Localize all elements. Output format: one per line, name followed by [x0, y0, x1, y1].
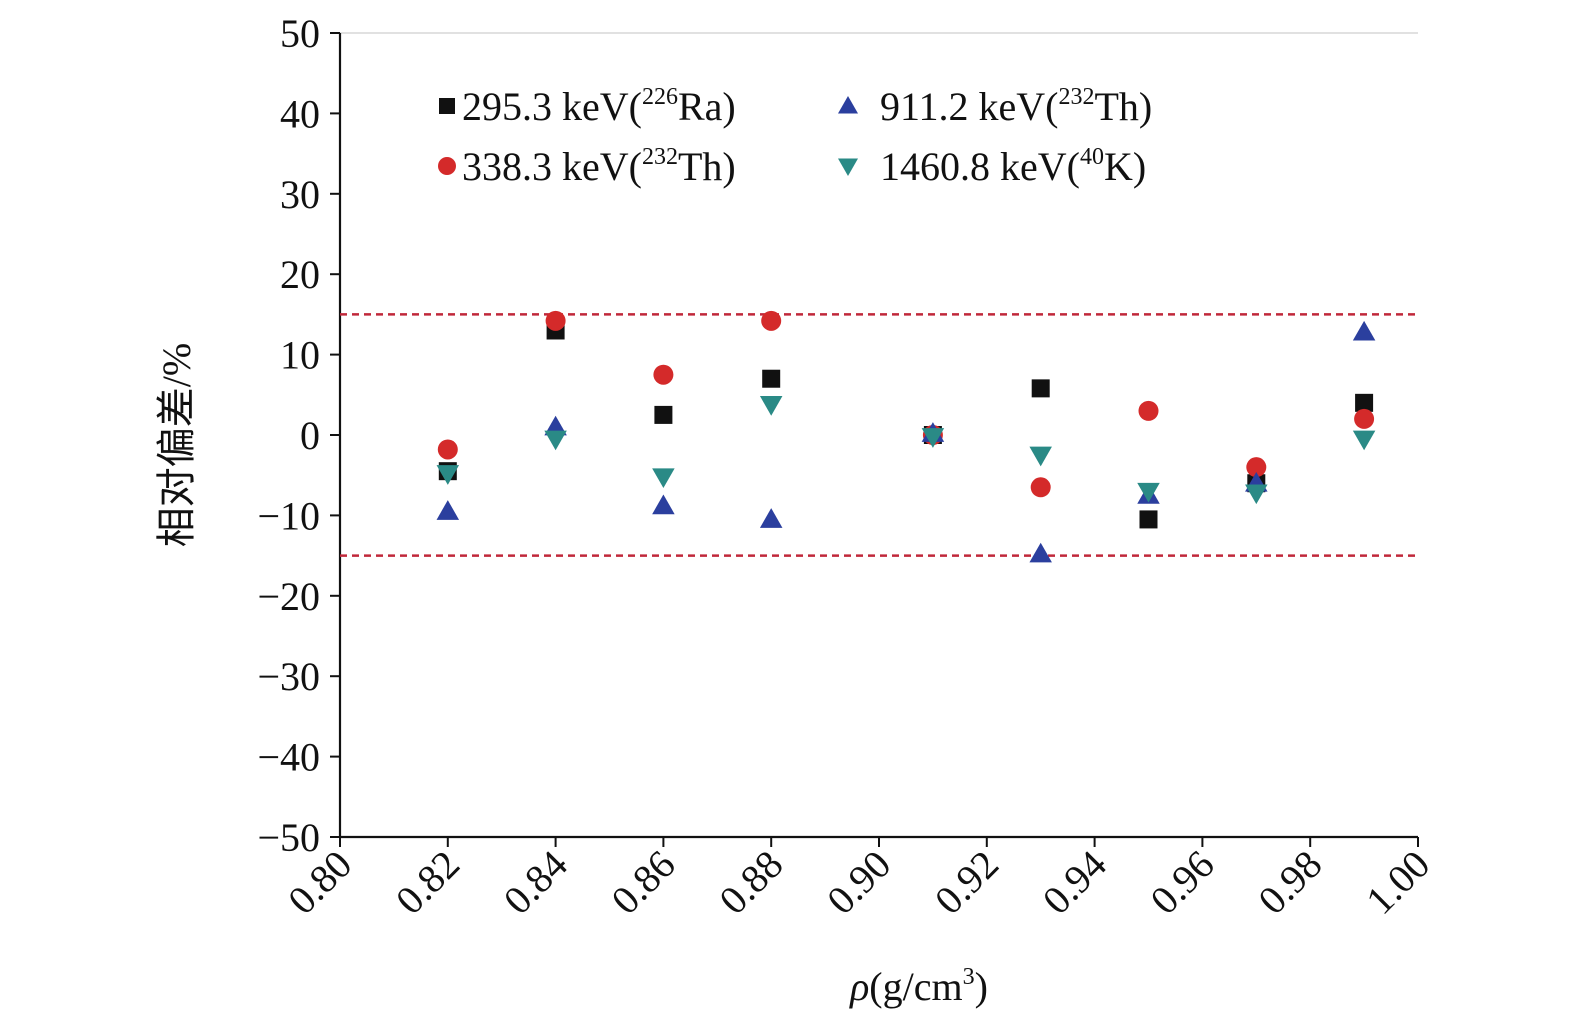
legend-marker: [838, 158, 858, 176]
data-marks-layer: [436, 310, 1376, 563]
legend-item-2: 338.3 keV(232Th): [438, 144, 736, 189]
series-1: [438, 321, 1374, 529]
legend: 295.3 keV(226Ra) 338.3 keV(232Th) 911.2 ke…: [438, 84, 1152, 189]
x-tick-label: 0.88: [710, 842, 791, 923]
x-tick-label: 0.90: [818, 842, 899, 923]
x-tick-label: 0.96: [1141, 842, 1222, 923]
data-point: [544, 430, 567, 451]
data-point: [1352, 430, 1376, 451]
data-point: [1030, 477, 1051, 498]
legend-marker: [439, 98, 455, 114]
legend-label: 338.3 keV(232Th): [462, 144, 736, 189]
y-tick-label: 30: [280, 172, 320, 217]
data-point: [1352, 320, 1376, 341]
data-point: [436, 465, 460, 485]
data-point: [1138, 400, 1159, 421]
x-tick-label: 0.82: [387, 842, 468, 923]
data-point: [544, 415, 567, 436]
legend-label: 911.2 keV(232Th): [880, 84, 1152, 129]
data-point: [1245, 484, 1268, 505]
x-tick-label: 1.00: [1357, 842, 1438, 923]
y-tick-label: 10: [280, 333, 320, 378]
data-point: [436, 500, 460, 520]
x-tick-label: 0.94: [1034, 842, 1115, 923]
data-point: [654, 405, 673, 424]
data-point: [1137, 482, 1160, 503]
y-tick-label: 20: [280, 252, 320, 297]
series-2: [437, 310, 1375, 498]
y-tick-label: 40: [280, 91, 320, 136]
x-tick-label: 0.98: [1249, 842, 1330, 923]
x-tick-label: 0.86: [602, 842, 683, 923]
legend-item-1: 295.3 keV(226Ra): [439, 84, 736, 129]
y-tick-label: −50: [257, 815, 320, 860]
y-tick-label: 50: [280, 11, 320, 56]
legend-item-3: 911.2 keV(232Th): [838, 84, 1152, 129]
series-3: [436, 320, 1376, 563]
data-point: [652, 494, 675, 515]
data-point: [545, 310, 566, 331]
legend-marker: [438, 157, 456, 175]
data-point: [1139, 510, 1158, 529]
legend-marker: [838, 96, 858, 114]
data-point: [653, 364, 674, 385]
x-tick-label: 0.92: [926, 842, 1007, 923]
data-point: [1029, 542, 1052, 563]
data-point: [1029, 446, 1052, 467]
x-axis-title: ρ(g/cm3): [848, 964, 988, 1009]
y-tick-label: −10: [257, 493, 320, 538]
y-axis-title: 相对偏差/%: [154, 343, 199, 547]
y-tick-label: −30: [257, 654, 320, 699]
data-point: [921, 428, 945, 448]
data-point: [1355, 393, 1374, 412]
reference-lines-layer: [340, 313, 1418, 557]
series-4: [436, 396, 1376, 505]
data-point: [759, 396, 783, 416]
y-tick-label: 0: [300, 413, 320, 458]
legend-label: 1460.8 keV(40K): [880, 144, 1146, 189]
data-point: [437, 439, 458, 460]
data-point: [1354, 408, 1375, 429]
x-tick-label: 0.84: [495, 842, 576, 923]
data-point: [652, 468, 675, 489]
data-point: [759, 508, 783, 528]
data-point: [761, 310, 782, 331]
legend-item-4: 1460.8 keV(40K): [838, 144, 1146, 189]
legend-label: 295.3 keV(226Ra): [462, 84, 736, 129]
data-point: [1031, 379, 1050, 398]
data-point: [762, 369, 781, 388]
data-point: [1246, 457, 1267, 478]
y-tick-label: −20: [257, 574, 320, 619]
y-tick-label: −40: [257, 735, 320, 780]
axis-labels-layer: ρ(g/cm3) 相对偏差/%: [154, 343, 988, 1009]
